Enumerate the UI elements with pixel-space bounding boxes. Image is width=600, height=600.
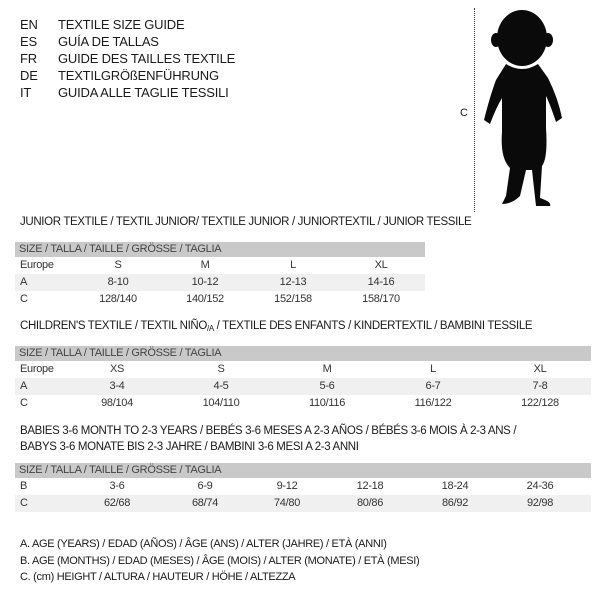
junior-size-table: SIZE / TALLA / TAILLE / GRÖSSE / TAGLIA … bbox=[15, 242, 425, 308]
lang-fr: FR GUIDE DES TAILLES TEXTILE bbox=[20, 51, 236, 66]
table-row: A 3-4 4-5 5-6 6-7 7-8 bbox=[15, 378, 591, 395]
children-size-table: SIZE / TALLA / TAILLE / GRÖSSE / TAGLIA … bbox=[15, 346, 591, 412]
legend-a: A. AGE (YEARS) / EDAD (AÑOS) / ÂGE (ANS)… bbox=[20, 538, 387, 550]
lang-it: IT GUIDA ALLE TAGLIE TESSILI bbox=[20, 85, 229, 100]
table-header: SIZE / TALLA / TAILLE / GRÖSSE / TAGLIA bbox=[15, 346, 591, 361]
table-row: C 98/104 104/110 110/116 116/122 122/128 bbox=[20, 397, 559, 409]
children-title: CHILDREN'S TEXTILE / TEXTIL NIÑO/A / TEX… bbox=[20, 320, 533, 333]
table-row: A 8-10 10-12 12-13 14-16 bbox=[15, 274, 425, 291]
junior-title: JUNIOR TEXTILE / TEXTIL JUNIOR/ TEXTILE … bbox=[20, 216, 472, 228]
babies-title-line1: BABIES 3-6 MONTH TO 2-3 YEARS / BEBÉS 3-… bbox=[20, 425, 517, 437]
table-header: SIZE / TALLA / TAILLE / GRÖSSE / TAGLIA bbox=[15, 242, 425, 257]
babies-title-line2: BABYS 3-6 MONATE BIS 2-3 JAHRE / BAMBINI… bbox=[20, 441, 359, 453]
height-label: C bbox=[460, 107, 468, 119]
legend-c: C. (cm) HEIGHT / ALTURA / HAUTEUR / HÖHE… bbox=[20, 571, 296, 583]
baby-silhouette-icon bbox=[484, 10, 562, 206]
lang-en: EN TEXTILE SIZE GUIDE bbox=[20, 17, 185, 32]
table-row: C 128/140 140/152 152/158 158/170 bbox=[20, 293, 400, 305]
table-row: Europe S M L XL bbox=[20, 259, 388, 271]
lang-de: DE TEXTILGRÖßENFÜHRUNG bbox=[20, 68, 219, 83]
table-row: Europe XS S M L XL bbox=[20, 363, 547, 375]
table-header: SIZE / TALLA / TAILLE / GRÖSSE / TAGLIA bbox=[15, 463, 591, 478]
legend-b: B. AGE (MONTHS) / EDAD (MESES) / ÂGE (MO… bbox=[20, 555, 420, 567]
babies-size-table: SIZE / TALLA / TAILLE / GRÖSSE / TAGLIA … bbox=[15, 463, 591, 512]
height-line bbox=[474, 8, 475, 212]
table-row: B 3-6 6-9 9-12 12-18 18-24 24-36 bbox=[20, 480, 554, 492]
lang-es: ES GUÍA DE TALLAS bbox=[20, 34, 159, 49]
table-row: C 62/68 68/74 74/80 80/86 86/92 92/98 bbox=[15, 495, 591, 512]
